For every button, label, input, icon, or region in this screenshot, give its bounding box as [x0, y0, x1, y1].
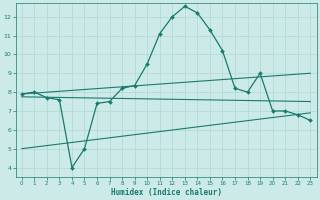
X-axis label: Humidex (Indice chaleur): Humidex (Indice chaleur) — [110, 188, 221, 197]
